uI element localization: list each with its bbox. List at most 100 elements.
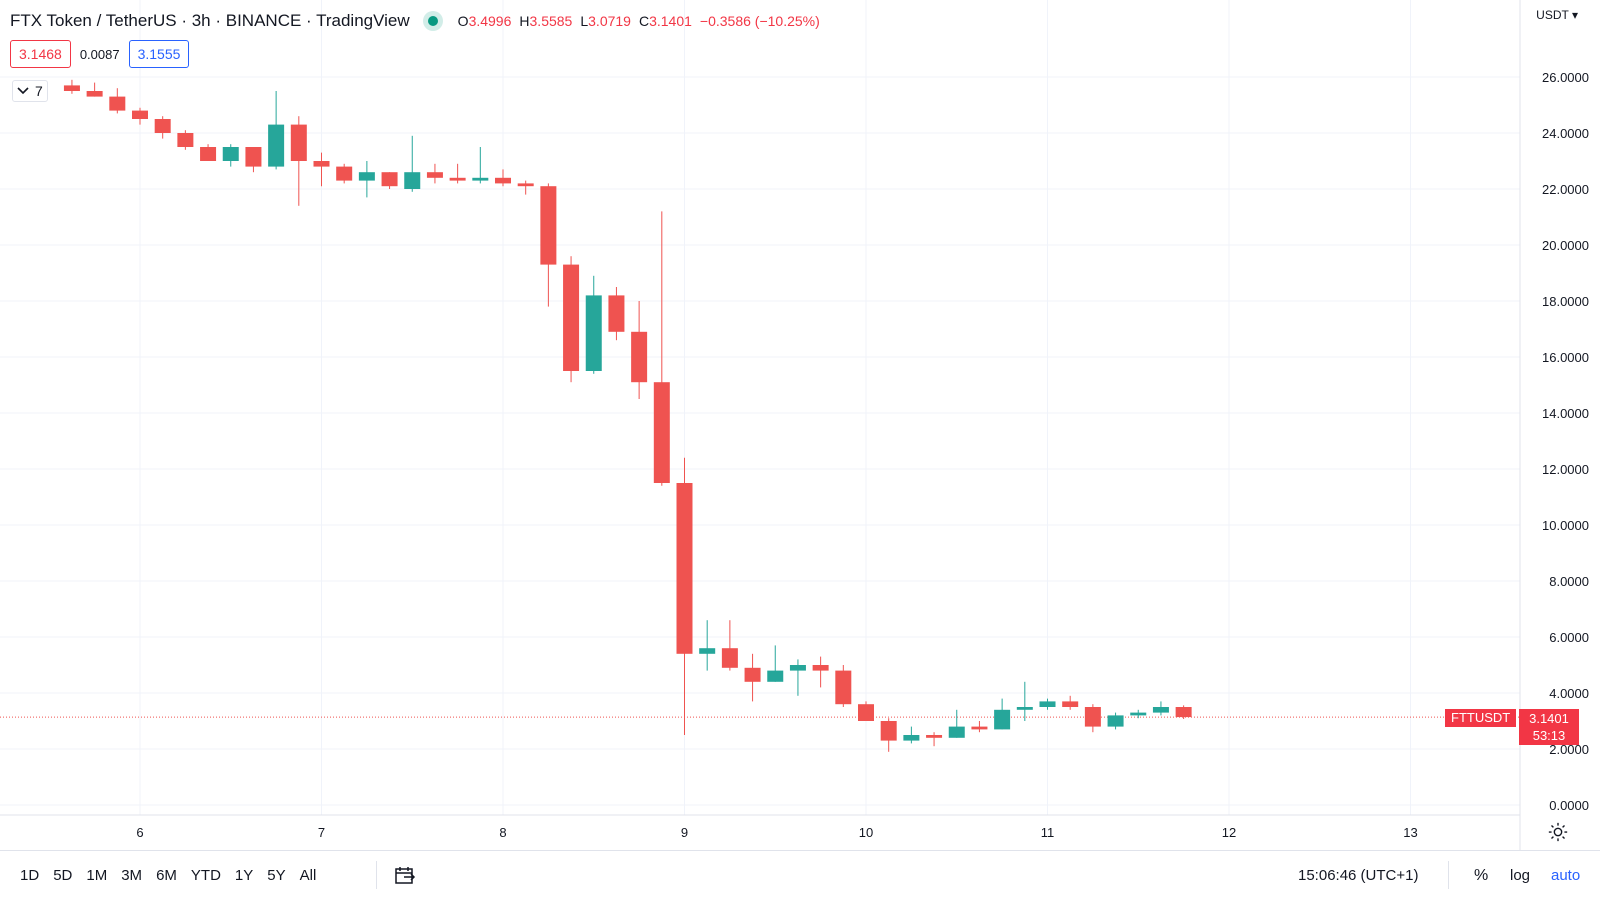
candle[interactable] (926, 732, 943, 747)
candle-body (926, 735, 943, 738)
candle-body (358, 172, 375, 181)
candle-body (426, 172, 443, 178)
buy-button[interactable]: 3.1555 (128, 40, 190, 68)
candle[interactable] (812, 656, 829, 688)
market-status-icon[interactable] (427, 16, 438, 26)
candle-body (86, 91, 103, 97)
candle[interactable] (1152, 701, 1169, 716)
candle[interactable] (336, 163, 353, 184)
candle-body (132, 110, 148, 119)
candle[interactable] (744, 653, 761, 702)
candle[interactable] (631, 301, 648, 399)
candle[interactable] (86, 82, 103, 97)
candle[interactable] (721, 620, 738, 671)
candle[interactable] (177, 130, 194, 150)
candle[interactable] (767, 645, 784, 682)
candle[interactable] (358, 161, 375, 198)
auto-scale-toggle[interactable]: auto (1551, 867, 1581, 884)
candle[interactable] (948, 709, 965, 738)
candle[interactable] (381, 172, 398, 189)
candle-body (1084, 707, 1101, 727)
price-tick-label: 0.0000 (1549, 798, 1589, 813)
candle[interactable] (585, 275, 602, 374)
candle[interactable] (245, 147, 262, 173)
candle[interactable] (495, 169, 511, 187)
symbol-title[interactable]: FTX Token / TetherUS · 3h · BINANCE · Tr… (10, 11, 410, 30)
candle-body (1039, 701, 1056, 707)
candle[interactable] (653, 211, 670, 486)
candle[interactable] (608, 287, 625, 341)
sell-button[interactable]: 3.1468 (10, 40, 71, 68)
candle[interactable] (472, 147, 489, 184)
price-tick-label: 14.0000 (1542, 406, 1589, 421)
range-button-3m[interactable]: 3M (121, 867, 143, 884)
candle[interactable] (1175, 705, 1192, 719)
candle[interactable] (1084, 704, 1101, 733)
price-tick-label: 10.0000 (1542, 518, 1589, 533)
percent-scale-toggle[interactable]: % (1474, 867, 1489, 884)
candle[interactable] (426, 163, 443, 184)
candle[interactable] (154, 116, 171, 139)
range-button-6m[interactable]: 6M (156, 867, 177, 884)
range-button-1m[interactable]: 1M (86, 867, 108, 884)
range-button-5y[interactable]: 5Y (267, 867, 286, 884)
candle[interactable] (903, 726, 920, 744)
candle[interactable] (109, 88, 126, 114)
close-key: C (638, 13, 650, 29)
candle-body (1130, 712, 1147, 716)
range-buttons: 1D 5D 1M 3M 6M YTD 1Y 5Y All (14, 865, 322, 886)
change-value: −0.3586 (−10.25%) (699, 13, 820, 29)
currency-selector[interactable]: USDT ▾ (1536, 8, 1578, 22)
gear-icon[interactable] (1547, 821, 1569, 843)
candle[interactable] (835, 665, 852, 707)
time-tick-label: 13 (1403, 825, 1417, 840)
candle-body (994, 709, 1011, 730)
candle[interactable] (1039, 698, 1056, 710)
candles (63, 79, 1192, 752)
candle[interactable] (994, 698, 1011, 730)
candle-body (812, 665, 829, 671)
candle[interactable] (449, 163, 466, 184)
range-button-1y[interactable]: 1Y (234, 867, 254, 884)
candle[interactable] (1130, 709, 1147, 719)
candle[interactable] (563, 256, 580, 383)
candle-body (404, 172, 421, 189)
bottom-toolbar: 1D 5D 1M 3M 6M YTD 1Y 5Y All 15:06:46 (UTC+1) % … (0, 850, 1600, 901)
candle-body (540, 186, 557, 265)
candle[interactable] (789, 659, 806, 696)
candle[interactable] (1062, 695, 1079, 710)
range-button-ytd[interactable]: YTD (190, 867, 221, 884)
candle-body (495, 177, 511, 184)
candle[interactable] (1107, 712, 1124, 730)
range-button-1d[interactable]: 1D (20, 867, 40, 884)
candle[interactable] (313, 152, 330, 187)
candle[interactable] (971, 721, 988, 733)
candle[interactable] (200, 144, 217, 161)
candle[interactable] (858, 701, 874, 721)
candle[interactable] (699, 620, 716, 671)
candle[interactable] (404, 135, 421, 192)
candle[interactable] (63, 79, 80, 94)
log-scale-toggle[interactable]: log (1510, 867, 1531, 884)
candle-body (744, 667, 761, 682)
candle[interactable] (540, 183, 557, 307)
candle[interactable] (1016, 681, 1033, 721)
range-button-all[interactable]: All (299, 867, 317, 884)
candle[interactable] (132, 107, 148, 125)
candle-body (903, 735, 920, 741)
calendar-goto-icon[interactable] (394, 865, 416, 885)
candle[interactable] (290, 116, 307, 206)
clock[interactable]: 15:06:46 (UTC+1) (1298, 867, 1419, 884)
candle[interactable] (222, 144, 239, 167)
candle[interactable] (880, 718, 897, 752)
candle-body (290, 124, 307, 161)
candle[interactable] (268, 91, 285, 170)
price-tick-label: 12.0000 (1542, 462, 1589, 477)
candle[interactable] (676, 457, 693, 735)
candle-body (948, 726, 965, 738)
range-button-5d[interactable]: 5D (53, 867, 73, 884)
indicators-toggle-button[interactable]: 7 (12, 80, 48, 102)
price-tick-label: 26.0000 (1542, 70, 1589, 85)
candle[interactable] (517, 180, 534, 195)
